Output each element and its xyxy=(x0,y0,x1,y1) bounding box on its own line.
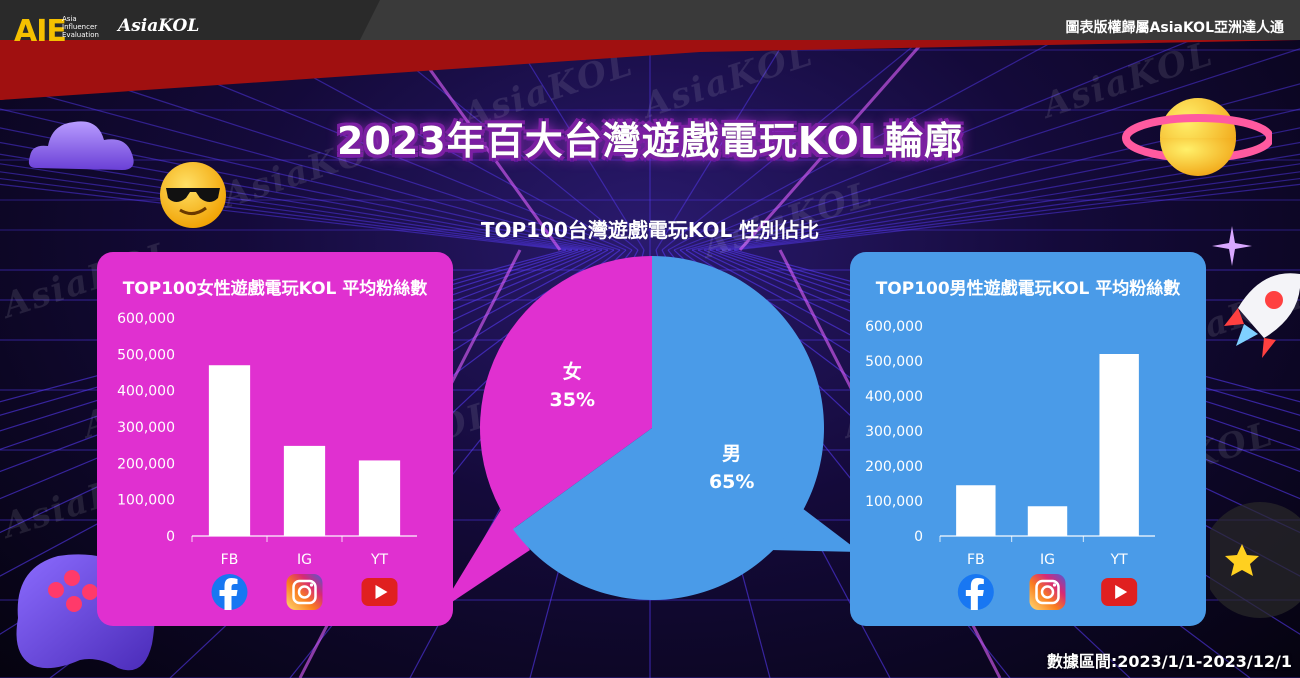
asiakol-logo: AsiaKOL xyxy=(118,16,200,36)
pie-slice-percent: 65% xyxy=(708,470,755,493)
pie-slice-label: 男 xyxy=(722,442,742,465)
y-tick-label: 300,000 xyxy=(117,420,175,436)
date-range: 數據區間:2023/1/1-2023/12/1 xyxy=(1046,652,1292,671)
pie-slice-female xyxy=(480,256,652,530)
y-tick-label: 0 xyxy=(166,529,175,545)
pie-slice-male xyxy=(512,256,825,600)
gender-pie-chart xyxy=(440,256,860,610)
y-tick-label: 600,000 xyxy=(865,319,923,335)
category-label: IG xyxy=(1040,552,1055,568)
y-tick-label: 400,000 xyxy=(117,384,175,400)
category-label: YT xyxy=(370,552,389,568)
category-label: FB xyxy=(221,552,239,568)
bar-fb xyxy=(208,365,251,536)
female-followers-panel: TOP100女性遊戲電玩KOL 平均粉絲數 0 100,000 200,000 300… xyxy=(97,252,453,626)
female-callout-tail xyxy=(440,508,530,610)
y-tick-label: 600,000 xyxy=(117,311,175,327)
bar-ig xyxy=(283,445,326,536)
aie-logo-subtitle: Asia Influencer Evaluation xyxy=(62,15,99,39)
top-banner xyxy=(0,0,1300,100)
bar-yt xyxy=(1099,354,1139,536)
copyright-notice: 圖表版權歸屬AsiaKOL亞洲達人通 xyxy=(1065,20,1284,36)
bar-fb xyxy=(956,485,996,536)
female-chart-title: TOP100女性遊戲電玩KOL 平均粉絲數 xyxy=(122,279,428,299)
y-tick-label: 300,000 xyxy=(865,424,923,440)
youtube-icon xyxy=(1101,578,1138,606)
instagram-icon xyxy=(286,574,323,610)
y-tick-label: 200,000 xyxy=(117,456,175,472)
male-bar-chart: 0 100,000 200,000 300,000 400,000 500,000 600,… xyxy=(865,319,1155,610)
male-chart-title: TOP100男性遊戲電玩KOL 平均粉絲數 xyxy=(875,279,1181,299)
category-label: IG xyxy=(297,552,312,568)
y-tick-label: 100,000 xyxy=(117,493,175,509)
category-label: YT xyxy=(1110,552,1129,568)
y-tick-label: 500,000 xyxy=(865,354,923,370)
category-label: FB xyxy=(967,552,985,568)
star-orb-icon xyxy=(1210,502,1300,618)
youtube-icon xyxy=(361,578,398,606)
male-followers-panel: TOP100男性遊戲電玩KOL 平均粉絲數 0 100,000 200,000 300… xyxy=(850,252,1206,626)
y-tick-label: 500,000 xyxy=(117,347,175,363)
y-tick-label: 400,000 xyxy=(865,389,923,405)
female-bar-chart: 0 100,000 200,000 300,000 400,000 500,000 600,… xyxy=(117,311,417,610)
pie-slice-label: 女 xyxy=(562,361,582,384)
male-callout-tail xyxy=(770,508,860,552)
planet-icon xyxy=(1122,98,1272,176)
sparkle-icon xyxy=(1212,226,1252,266)
sunglasses-emoji-icon xyxy=(160,162,226,228)
cloud-icon xyxy=(28,121,134,170)
instagram-icon xyxy=(1029,574,1066,610)
y-tick-label: 200,000 xyxy=(865,459,923,475)
pie-chart-title: TOP100台灣遊戲電玩KOL 性別佔比 xyxy=(480,218,820,242)
bar-ig xyxy=(1027,506,1068,536)
facebook-icon xyxy=(211,574,248,610)
y-tick-label: 0 xyxy=(914,529,923,545)
pie-slice-percent: 35% xyxy=(549,389,596,412)
aie-logo: AIE xyxy=(14,14,67,49)
bar-yt xyxy=(358,460,401,536)
main-title: 2023年百大台灣遊戲電玩KOL輪廓 xyxy=(336,119,964,163)
y-tick-label: 100,000 xyxy=(865,494,923,510)
facebook-icon xyxy=(957,574,994,610)
rocket-icon xyxy=(1224,273,1300,358)
